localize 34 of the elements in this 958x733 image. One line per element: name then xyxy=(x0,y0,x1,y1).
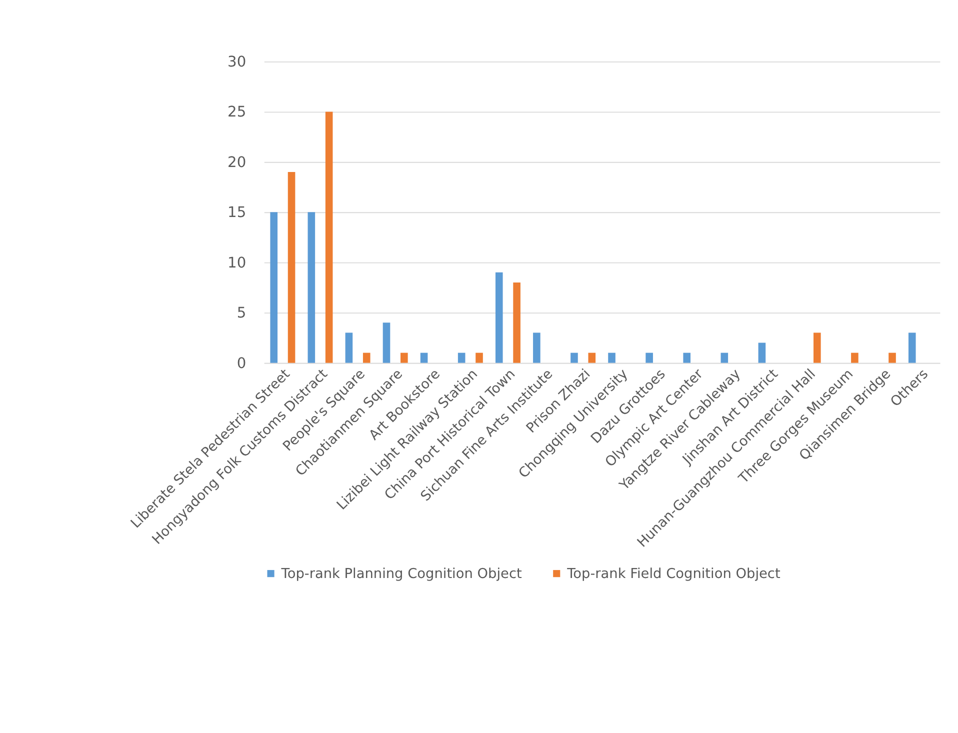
bar xyxy=(400,352,408,363)
bar xyxy=(270,212,278,363)
bar xyxy=(362,352,370,363)
y-tick-label: 30 xyxy=(228,53,246,70)
y-tick-label: 25 xyxy=(228,104,246,121)
bar xyxy=(476,352,483,363)
bar xyxy=(588,352,596,363)
bar xyxy=(382,322,390,363)
bar xyxy=(888,352,896,363)
y-tick-label: 0 xyxy=(236,354,246,372)
y-tick-label: 10 xyxy=(228,254,246,272)
bar xyxy=(683,352,691,363)
y-tick-label: 15 xyxy=(228,204,246,222)
bar xyxy=(908,332,916,363)
bar xyxy=(851,352,858,363)
bar xyxy=(513,282,520,363)
bar xyxy=(814,332,821,363)
bar xyxy=(288,172,296,363)
bar xyxy=(533,332,540,363)
bar xyxy=(495,272,503,363)
bar xyxy=(325,112,333,363)
bar xyxy=(345,332,353,363)
bar xyxy=(646,352,653,363)
bar xyxy=(308,212,316,363)
bar xyxy=(570,352,578,363)
bar xyxy=(458,352,466,363)
bar xyxy=(758,342,766,363)
legend-label: Top-rank Planning Cognition Object xyxy=(280,566,522,582)
bar xyxy=(608,352,616,363)
bar xyxy=(420,352,428,363)
y-tick-label: 20 xyxy=(228,154,246,171)
y-tick-label: 5 xyxy=(236,304,246,322)
legend-label: Top-rank Field Cognition Object xyxy=(566,566,781,582)
bar xyxy=(720,352,728,363)
